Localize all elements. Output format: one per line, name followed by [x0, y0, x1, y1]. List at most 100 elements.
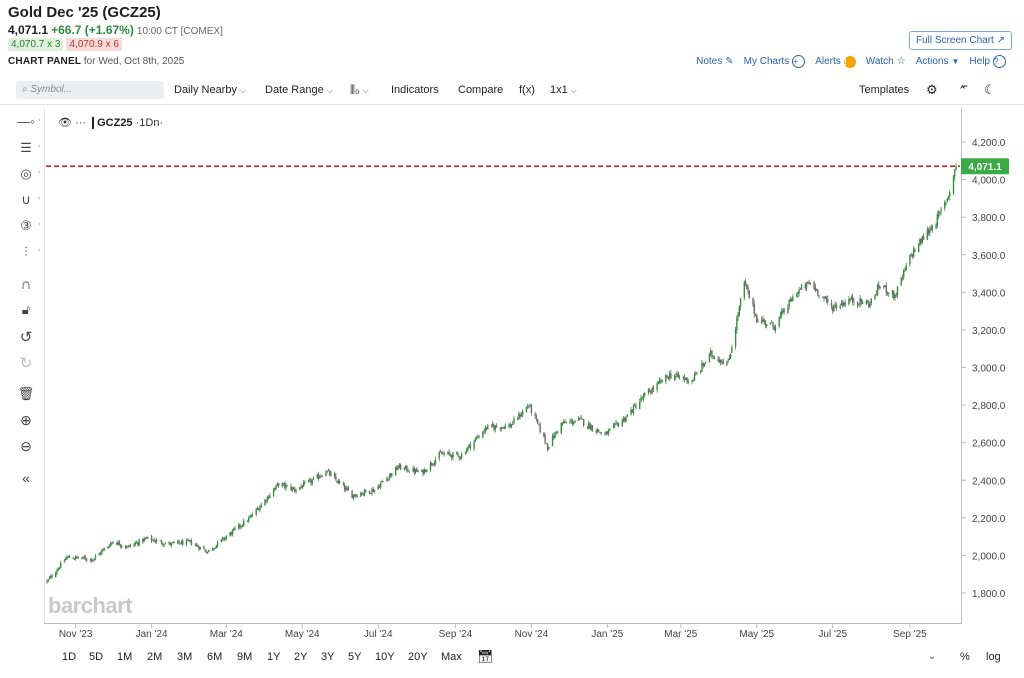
- period-button-5d[interactable]: 5D: [89, 651, 104, 663]
- candle-body: [621, 420, 623, 427]
- period-button-9m[interactable]: 9M: [237, 651, 253, 663]
- calendar-icon[interactable]: 📅︎: [477, 649, 494, 664]
- candle-body: [859, 297, 861, 305]
- candle-body: [632, 405, 635, 414]
- my-charts-link[interactable]: My Charts +: [744, 55, 806, 68]
- daily-nearby-dropdown[interactable]: Daily Nearby ⌵: [174, 84, 246, 96]
- search-placeholder: Symbol...: [30, 84, 73, 95]
- eye-icon[interactable]: 👁︎: [58, 117, 72, 129]
- period-button-20y[interactable]: 20Y: [408, 651, 428, 663]
- candle-body: [292, 487, 295, 489]
- candle-body: [641, 398, 643, 400]
- candle-body: [67, 556, 69, 558]
- candle-body: [490, 424, 493, 426]
- period-button-10y[interactable]: 10Y: [375, 651, 395, 663]
- candle-body: [482, 432, 484, 438]
- layout-dropdown[interactable]: 1x1 ⌵: [550, 84, 577, 96]
- candle-body: [215, 545, 218, 549]
- x-tick-label: Jul '24: [364, 629, 393, 640]
- collapse-up-icon[interactable]: ⌃̅: [958, 85, 968, 97]
- indicators-button[interactable]: Indicators: [391, 84, 439, 96]
- candle-body: [241, 525, 244, 527]
- zoom-in-icon[interactable]: ⊕: [20, 412, 32, 428]
- percent-toggle[interactable]: %: [960, 651, 970, 663]
- function-button[interactable]: f(x): [519, 84, 535, 96]
- candle-body: [55, 572, 57, 578]
- scroll-end-icon[interactable]: ⌄: [928, 651, 937, 662]
- candle-body: [188, 540, 190, 542]
- quote-line: 4,071.1 +66.7 (+1.67%) 10:00 CT [COMEX]: [8, 23, 223, 37]
- candle-body: [560, 422, 562, 433]
- x-tick-label: Sep '25: [893, 629, 927, 640]
- candle-body: [612, 424, 615, 429]
- shape-tool-icon[interactable]: ◎ ›: [20, 166, 41, 181]
- actions-link[interactable]: Actions ▼: [916, 56, 960, 67]
- candle-body: [529, 404, 531, 406]
- templates-button[interactable]: Templates: [859, 84, 910, 96]
- redo-icon[interactable]: ↻: [19, 355, 33, 372]
- date-range-dropdown[interactable]: Date Range ⌵: [265, 84, 333, 96]
- settings-gear-icon[interactable]: ⚙: [926, 82, 938, 97]
- unlock-icon[interactable]: 🔓︎: [21, 302, 31, 317]
- symbol-search-input[interactable]: ⌕ Symbol...: [16, 81, 164, 99]
- candle-body: [554, 432, 556, 439]
- dark-mode-icon[interactable]: ☾: [984, 82, 996, 97]
- candle-body: [154, 541, 157, 543]
- full-screen-chart-button[interactable]: Full Screen Chart ↗: [909, 31, 1012, 50]
- help-link[interactable]: Help?: [969, 55, 1006, 68]
- period-button-max[interactable]: Max: [441, 651, 462, 663]
- watch-link[interactable]: Watch ☆: [866, 56, 906, 67]
- line-tool-icon[interactable]: —◦ ›: [17, 114, 41, 129]
- notes-link[interactable]: Notes ✎: [696, 56, 734, 67]
- candle-body: [719, 359, 722, 363]
- period-button-5y[interactable]: 5Y: [348, 651, 362, 663]
- compare-button[interactable]: Compare: [458, 84, 504, 96]
- collapse-sidebar-icon[interactable]: «: [22, 470, 30, 486]
- candle-body: [504, 425, 506, 429]
- candle-body: [774, 327, 777, 331]
- curve-tool-icon[interactable]: ∪ ›: [21, 192, 41, 207]
- fib-tool-icon[interactable]: ☰ ›: [20, 140, 41, 155]
- period-button-6m[interactable]: 6M: [207, 651, 223, 663]
- candle-body: [622, 417, 625, 422]
- candle-body: [86, 559, 88, 561]
- candle-body: [692, 380, 694, 382]
- period-button-2y[interactable]: 2Y: [294, 651, 308, 663]
- trash-icon[interactable]: 🗑︎: [17, 386, 35, 401]
- measure-tool-icon[interactable]: ⫶ ›: [24, 244, 41, 259]
- period-button-1y[interactable]: 1Y: [267, 651, 281, 663]
- alerts-link[interactable]: Alerts!: [815, 55, 856, 68]
- zoom-out-icon[interactable]: ⊖: [20, 438, 32, 454]
- magnet-icon[interactable]: ∩: [20, 276, 32, 293]
- candle-body: [616, 422, 619, 424]
- candle-body: [317, 474, 320, 479]
- more-dots-icon[interactable]: ⋯: [75, 117, 87, 129]
- candle-body: [894, 294, 896, 299]
- period-button-1m[interactable]: 1M: [117, 651, 133, 663]
- candle-body: [883, 285, 885, 288]
- wave-tool-icon[interactable]: ③ ›: [20, 218, 41, 233]
- candle-body: [272, 489, 275, 496]
- period-button-3m[interactable]: 3M: [177, 651, 193, 663]
- log-toggle[interactable]: log: [986, 651, 1001, 663]
- candle-body: [795, 295, 798, 297]
- candle-body: [500, 427, 503, 429]
- period-button-3y[interactable]: 3Y: [321, 651, 335, 663]
- undo-icon[interactable]: ↺: [19, 329, 33, 346]
- candle-body: [50, 575, 52, 579]
- candle-body: [267, 496, 270, 499]
- chart-type-dropdown[interactable]: ⫼₀ ⌵: [350, 84, 369, 97]
- chart-toolbar: ⌕ Symbol... Daily Nearby ⌵ Date Range ⌵ ⫼₀…: [0, 78, 1024, 105]
- candle-body: [91, 558, 93, 562]
- candle-body: [260, 504, 262, 508]
- candle-body: [952, 175, 955, 194]
- period-button-2m[interactable]: 2M: [147, 651, 163, 663]
- help-label: Help: [969, 56, 990, 67]
- candle-body: [286, 485, 289, 487]
- candle-body: [797, 291, 799, 295]
- edit-icon: ✎: [725, 56, 734, 67]
- candle-body: [595, 431, 597, 433]
- period-button-1d[interactable]: 1D: [62, 651, 77, 663]
- candle-body: [133, 543, 135, 547]
